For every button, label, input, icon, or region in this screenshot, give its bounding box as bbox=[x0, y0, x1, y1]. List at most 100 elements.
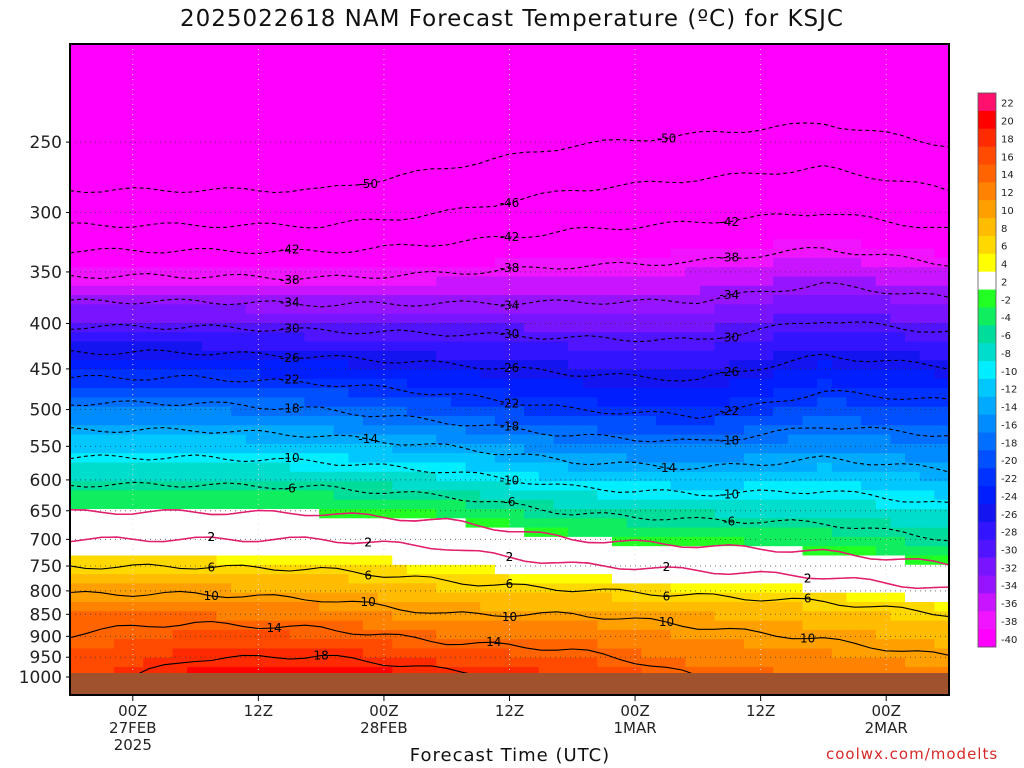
temperature-cell bbox=[260, 304, 276, 315]
temperature-cell bbox=[817, 639, 833, 650]
temperature-cell bbox=[84, 239, 100, 250]
contour-label: -18 bbox=[719, 434, 739, 448]
temperature-cell bbox=[685, 546, 701, 557]
temperature-cell bbox=[714, 443, 730, 454]
temperature-cell bbox=[626, 332, 642, 343]
temperature-cell bbox=[304, 536, 320, 547]
temperature-cell bbox=[436, 304, 452, 315]
temperature-cell bbox=[524, 53, 540, 64]
temperature-cell bbox=[99, 434, 115, 445]
y-tick-label: 650 bbox=[30, 502, 62, 522]
temperature-cell bbox=[641, 257, 657, 268]
temperature-cell bbox=[245, 137, 261, 147]
temperature-cell bbox=[436, 471, 452, 482]
temperature-cell bbox=[729, 183, 745, 194]
temperature-cell bbox=[875, 388, 891, 398]
temperature-cell bbox=[568, 146, 584, 157]
temperature-cell bbox=[612, 667, 628, 677]
temperature-cell bbox=[802, 202, 818, 212]
temperature-cell bbox=[905, 257, 921, 268]
temperature-cell bbox=[787, 313, 804, 324]
temperature-cell bbox=[70, 230, 86, 240]
temperature-cell bbox=[245, 574, 261, 584]
temperature-cell bbox=[670, 499, 686, 510]
temperature-cell bbox=[802, 657, 818, 668]
temperature-cell bbox=[84, 453, 100, 464]
temperature-cell bbox=[275, 276, 291, 287]
temperature-cell bbox=[260, 248, 276, 259]
temperature-cell bbox=[509, 527, 525, 538]
temperature-cell bbox=[377, 667, 393, 677]
temperature-cell bbox=[114, 248, 130, 259]
temperature-cell bbox=[157, 611, 174, 622]
temperature-cell bbox=[143, 602, 159, 612]
temperature-cell bbox=[275, 155, 291, 166]
temperature-cell bbox=[875, 313, 891, 324]
temperature-cell bbox=[729, 481, 745, 491]
temperature-cell bbox=[187, 239, 203, 250]
colorbar-swatch bbox=[978, 200, 996, 219]
temperature-cell bbox=[831, 499, 848, 510]
temperature-cell bbox=[787, 471, 804, 482]
temperature-cell bbox=[392, 518, 408, 529]
temperature-cell bbox=[187, 648, 203, 659]
temperature-cell bbox=[509, 44, 525, 54]
temperature-cell bbox=[450, 183, 467, 194]
temperature-cell bbox=[406, 99, 423, 110]
temperature-cell bbox=[802, 471, 818, 482]
temperature-cell bbox=[465, 304, 481, 315]
temperature-cell bbox=[656, 137, 672, 147]
temperature-cell bbox=[875, 146, 891, 157]
temperature-cell bbox=[348, 211, 364, 222]
temperature-cell bbox=[348, 239, 364, 250]
temperature-cell bbox=[875, 285, 891, 296]
temperature-cell bbox=[934, 378, 949, 389]
temperature-cell bbox=[729, 453, 745, 464]
temperature-cell bbox=[436, 564, 452, 575]
temperature-cell bbox=[157, 443, 174, 454]
temperature-cell bbox=[216, 304, 232, 315]
temperature-cell bbox=[304, 276, 320, 287]
temperature-cell bbox=[509, 536, 525, 547]
temperature-cell bbox=[729, 574, 745, 584]
temperature-cell bbox=[465, 555, 481, 566]
temperature-cell bbox=[99, 425, 115, 436]
temperature-cell bbox=[450, 527, 467, 538]
temperature-cell bbox=[187, 536, 203, 547]
temperature-cell bbox=[802, 509, 818, 519]
temperature-cell bbox=[714, 416, 730, 426]
temperature-cell bbox=[187, 667, 203, 677]
temperature-cell bbox=[729, 257, 745, 268]
temperature-cell bbox=[304, 518, 320, 529]
temperature-cell bbox=[99, 137, 115, 147]
temperature-cell bbox=[231, 71, 247, 82]
temperature-cell bbox=[84, 397, 100, 408]
temperature-cell bbox=[275, 267, 291, 278]
temperature-cell bbox=[670, 220, 686, 231]
temperature-cell bbox=[216, 425, 232, 436]
temperature-cell bbox=[406, 462, 423, 473]
temperature-cell bbox=[538, 118, 555, 129]
temperature-cell bbox=[861, 509, 877, 519]
temperature-cell bbox=[597, 332, 613, 343]
temperature-cell bbox=[172, 313, 188, 324]
temperature-cell bbox=[743, 639, 760, 650]
temperature-cell bbox=[172, 257, 188, 268]
temperature-cell bbox=[641, 667, 657, 677]
temperature-cell bbox=[641, 53, 657, 64]
temperature-cell bbox=[436, 667, 452, 677]
temperature-cell bbox=[597, 527, 613, 538]
temperature-cell bbox=[494, 369, 511, 380]
temperature-cell bbox=[758, 323, 774, 333]
temperature-cell bbox=[99, 471, 115, 482]
temperature-cell bbox=[348, 127, 364, 138]
temperature-cell bbox=[319, 53, 335, 64]
temperature-cell bbox=[743, 295, 760, 305]
temperature-cell bbox=[553, 155, 569, 166]
temperature-cell bbox=[846, 462, 862, 473]
temperature-cell bbox=[743, 490, 760, 501]
temperature-cell bbox=[231, 211, 247, 222]
temperature-cell bbox=[817, 490, 833, 501]
temperature-cell bbox=[743, 174, 760, 185]
temperature-cell bbox=[787, 174, 804, 185]
